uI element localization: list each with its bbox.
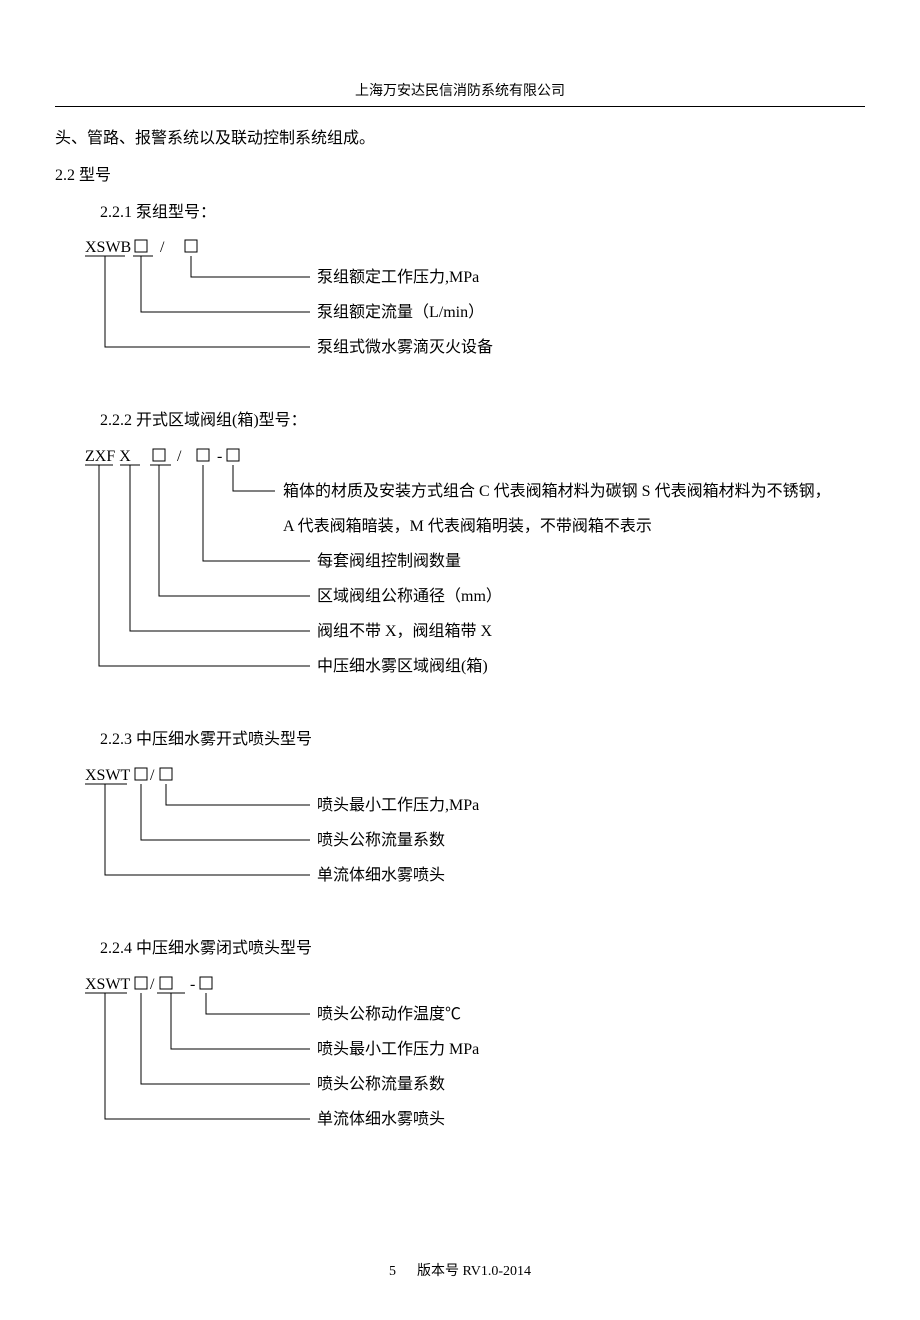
s221-label-2: 泵组式微水雾滴灭火设备 (317, 338, 493, 356)
s223-label-0: 喷头最小工作压力,MPa (317, 796, 479, 814)
diagram-221: XSWB / 泵组额定工作压力,MPa 泵组额定流量（L/min） 泵组式微水雾… (85, 237, 865, 377)
svg-text:/: / (150, 976, 155, 993)
svg-text:-: - (217, 448, 222, 465)
s222-label-3: 区域阀组公称通径（mm） (317, 587, 502, 605)
s223-label-2: 单流体细水雾喷头 (317, 866, 445, 884)
diagram-224: XSWT / - 喷头公称动作温度℃ 喷头最小工作压力 MPa 喷头公称流量系数… (85, 974, 865, 1149)
s222-label-1: A 代表阀箱暗装，M 代表阀箱明装，不带阀箱不表示 (283, 517, 652, 535)
svg-text:XSWT: XSWT (85, 767, 131, 784)
svg-text:/: / (177, 448, 182, 465)
diagram-222: ZXF X / - 箱体的材质及安装方式组合 C 代表阀箱材料为碳钢 S 代表阀… (85, 446, 865, 696)
page-footer: 5 版本号 RV1.0-2014 (0, 1260, 920, 1280)
s222-title: 2.2.2 开式区域阀组(箱)型号： (55, 407, 865, 436)
s223-title: 2.2.3 中压细水雾开式喷头型号 (55, 726, 865, 755)
page-header: 上海万安达民信消防系统有限公司 (55, 80, 865, 107)
page-number: 5 (389, 1264, 396, 1279)
s223-label-1: 喷头公称流量系数 (317, 831, 445, 849)
s222-label-4: 阀组不带 X，阀组箱带 X (317, 622, 493, 640)
svg-text:-: - (190, 976, 195, 993)
s222-label-0: 箱体的材质及安装方式组合 C 代表阀箱材料为碳钢 S 代表阀箱材料为不锈钢， (283, 482, 831, 500)
s222-label-2: 每套阀组控制阀数量 (317, 552, 461, 570)
svg-text:/: / (160, 239, 165, 256)
diagram-223: XSWT / 喷头最小工作压力,MPa 喷头公称流量系数 单流体细水雾喷头 (85, 765, 865, 905)
svg-text:XSWB: XSWB (85, 239, 131, 256)
svg-text:ZXF X: ZXF X (85, 448, 131, 465)
svg-text:/: / (150, 767, 155, 784)
s221-label-1: 泵组额定流量（L/min） (317, 303, 484, 321)
intro-text: 头、管路、报警系统以及联动控制系统组成。 (55, 125, 865, 154)
s222-label-5: 中压细水雾区域阀组(箱) (317, 657, 488, 675)
version-label: 版本号 RV1.0-2014 (417, 1264, 531, 1279)
section-2-2: 2.2 型号 (55, 162, 865, 191)
s224-label-3: 单流体细水雾喷头 (317, 1110, 445, 1128)
s224-label-2: 喷头公称流量系数 (317, 1075, 445, 1093)
s224-label-0: 喷头公称动作温度℃ (317, 1005, 461, 1023)
s224-label-1: 喷头最小工作压力 MPa (317, 1040, 479, 1058)
svg-text:XSWT: XSWT (85, 976, 131, 993)
s221-label-0: 泵组额定工作压力,MPa (317, 268, 479, 286)
s224-title: 2.2.4 中压细水雾闭式喷头型号 (55, 935, 865, 964)
s221-title: 2.2.1 泵组型号： (55, 199, 865, 228)
